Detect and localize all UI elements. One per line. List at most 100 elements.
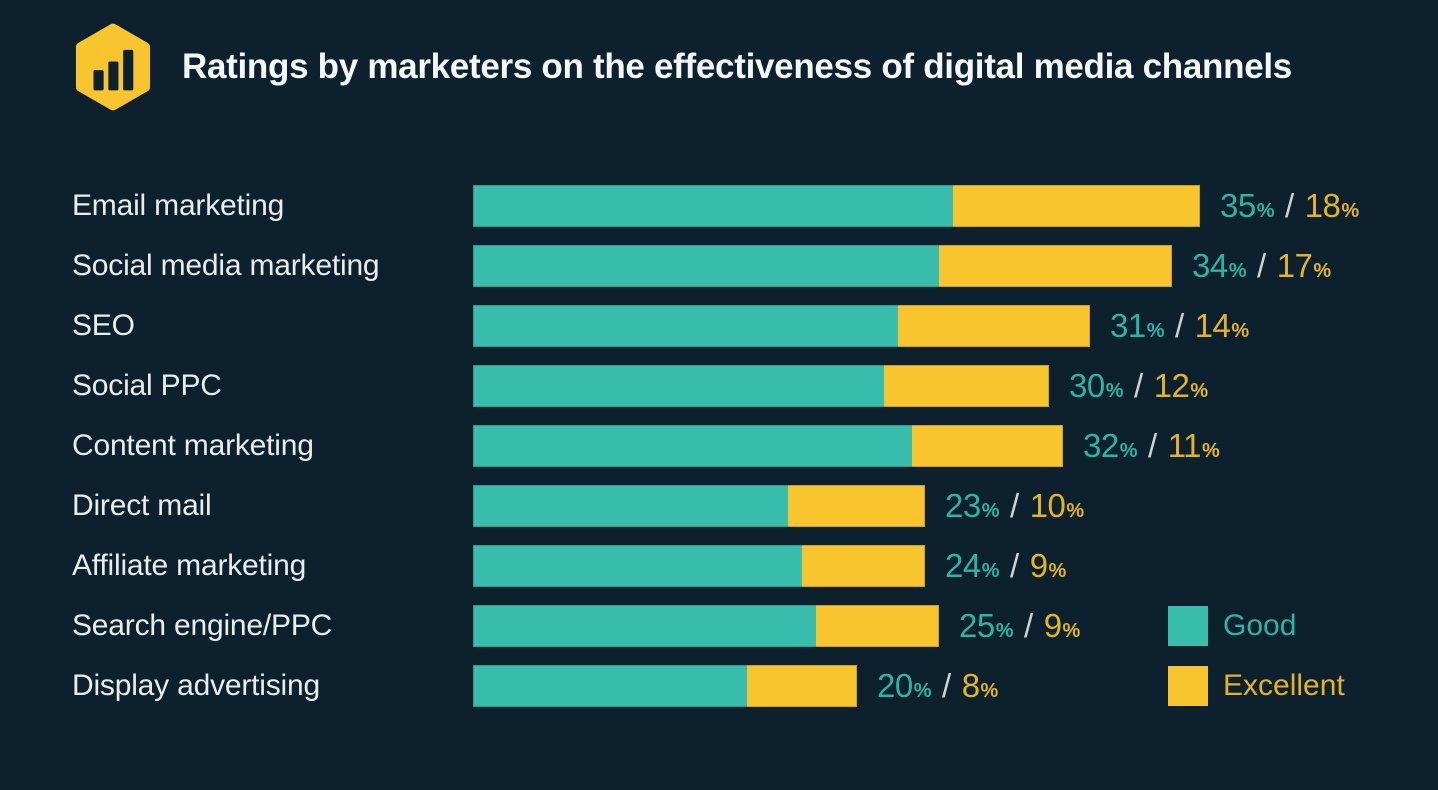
legend-item-good: Good [1168, 605, 1345, 647]
value-good: 23 [945, 487, 981, 524]
bar-good [473, 245, 939, 287]
bar-excellent [953, 185, 1200, 227]
value-good-percent-sign: % [1146, 320, 1165, 342]
bar-good [473, 425, 912, 467]
value-excellent: 18 [1304, 187, 1341, 224]
value-excellent-percent-sign: % [1313, 260, 1331, 282]
bar-good [473, 605, 816, 647]
value-good: 25 [959, 607, 995, 644]
value-excellent: 12 [1153, 367, 1190, 404]
value-good: 32 [1083, 427, 1119, 464]
legend-label-good: Good [1223, 609, 1297, 642]
value-separator: / [1175, 307, 1184, 344]
page-title: Ratings by marketers on the effectivenes… [182, 47, 1292, 86]
value-good-percent-sign: % [1256, 200, 1275, 222]
row-label: Search engine/PPC [72, 609, 333, 642]
value-good-percent-sign: % [995, 620, 1014, 642]
bar-excellent [747, 665, 857, 707]
value-excellent: 10 [1029, 487, 1066, 524]
value-good: 30 [1069, 367, 1105, 404]
bar-group: 30% / 12% [473, 365, 1208, 407]
row-label: Social PPC [72, 369, 222, 402]
row-label: Direct mail [72, 489, 212, 522]
value-good-percent-sign: % [981, 500, 1000, 522]
value-good: 20 [877, 667, 913, 704]
bar-group: 20% / 8% [473, 665, 998, 707]
chart-row: Affiliate marketing 24% / 9% [72, 545, 1359, 587]
value-excellent: 8 [961, 667, 980, 704]
value-label: 32% / 11% [1083, 427, 1220, 465]
legend-swatch-excellent-icon [1168, 666, 1208, 706]
bar-excellent [788, 485, 925, 527]
row-label: Email marketing [72, 189, 285, 222]
value-separator: / [1010, 547, 1019, 584]
value-label: 30% / 12% [1069, 367, 1208, 405]
bar-good [473, 365, 884, 407]
bar-group: 32% / 11% [473, 425, 1220, 467]
bar-excellent [802, 545, 925, 587]
value-label: 20% / 8% [877, 667, 998, 705]
bar-excellent [898, 305, 1090, 347]
value-good: 34 [1192, 247, 1228, 284]
value-separator: / [1285, 187, 1294, 224]
bar-group: 34% / 17% [473, 245, 1331, 287]
value-label: 34% / 17% [1192, 247, 1331, 285]
legend-swatch-good-icon [1168, 606, 1208, 646]
value-label: 24% / 9% [945, 547, 1066, 585]
value-excellent-percent-sign: % [1066, 500, 1084, 522]
bar-good [473, 485, 788, 527]
value-good-percent-sign: % [913, 680, 932, 702]
row-label: Content marketing [72, 429, 314, 462]
chart-row: Search engine/PPC 25% / 9% [72, 605, 1359, 647]
value-label: 25% / 9% [959, 607, 1080, 645]
chart-row: Direct mail 23% / 10% [72, 485, 1359, 527]
bar-group: 25% / 9% [473, 605, 1080, 647]
bar-group: 35% / 18% [473, 185, 1359, 227]
chart-row: Display advertising 20% / 8% [72, 665, 1359, 707]
bar-group: 24% / 9% [473, 545, 1066, 587]
value-good-percent-sign: % [1119, 440, 1138, 462]
bar-good [473, 545, 802, 587]
value-excellent-percent-sign: % [1201, 440, 1220, 462]
row-label: Social media marketing [72, 249, 380, 282]
value-excellent: 17 [1276, 247, 1313, 284]
value-separator: / [1148, 427, 1157, 464]
value-separator: / [942, 667, 951, 704]
value-excellent: 9 [1043, 607, 1062, 644]
value-good: 35 [1220, 187, 1256, 224]
value-excellent-percent-sign: % [1190, 380, 1208, 402]
row-label: Affiliate marketing [72, 549, 307, 582]
value-label: 31% / 14% [1110, 307, 1249, 345]
chart-row: Social PPC 30% / 12% [72, 365, 1359, 407]
value-good-percent-sign: % [1228, 260, 1247, 282]
value-excellent-percent-sign: % [1341, 200, 1359, 222]
value-good: 24 [945, 547, 981, 584]
chart-row: Social media marketing 34% / 17% [72, 245, 1359, 287]
value-label: 35% / 18% [1220, 187, 1359, 225]
value-separator: / [1010, 487, 1019, 524]
value-excellent-percent-sign: % [980, 680, 999, 702]
bar-excellent [884, 365, 1049, 407]
value-separator: / [1257, 247, 1266, 284]
bar-excellent [939, 245, 1172, 287]
legend-item-excellent: Excellent [1168, 665, 1345, 707]
bar-group: 31% / 14% [473, 305, 1249, 347]
chart-row: Content marketing 32% / 11% [72, 425, 1359, 467]
value-separator: / [1024, 607, 1033, 644]
bar-good [473, 305, 898, 347]
value-separator: / [1134, 367, 1143, 404]
value-excellent: 11 [1167, 427, 1202, 464]
value-good: 31 [1110, 307, 1146, 344]
value-excellent: 9 [1029, 547, 1048, 584]
value-good-percent-sign: % [1105, 380, 1124, 402]
row-label: Display advertising [72, 669, 320, 702]
value-excellent-percent-sign: % [1231, 320, 1249, 342]
bar-good [473, 185, 953, 227]
row-label: SEO [72, 309, 135, 342]
bar-excellent [912, 425, 1063, 467]
chart-row: SEO 31% / 14% [72, 305, 1359, 347]
value-excellent: 14 [1194, 307, 1231, 344]
bar-group: 23% / 10% [473, 485, 1084, 527]
legend-label-excellent: Excellent [1223, 669, 1345, 702]
